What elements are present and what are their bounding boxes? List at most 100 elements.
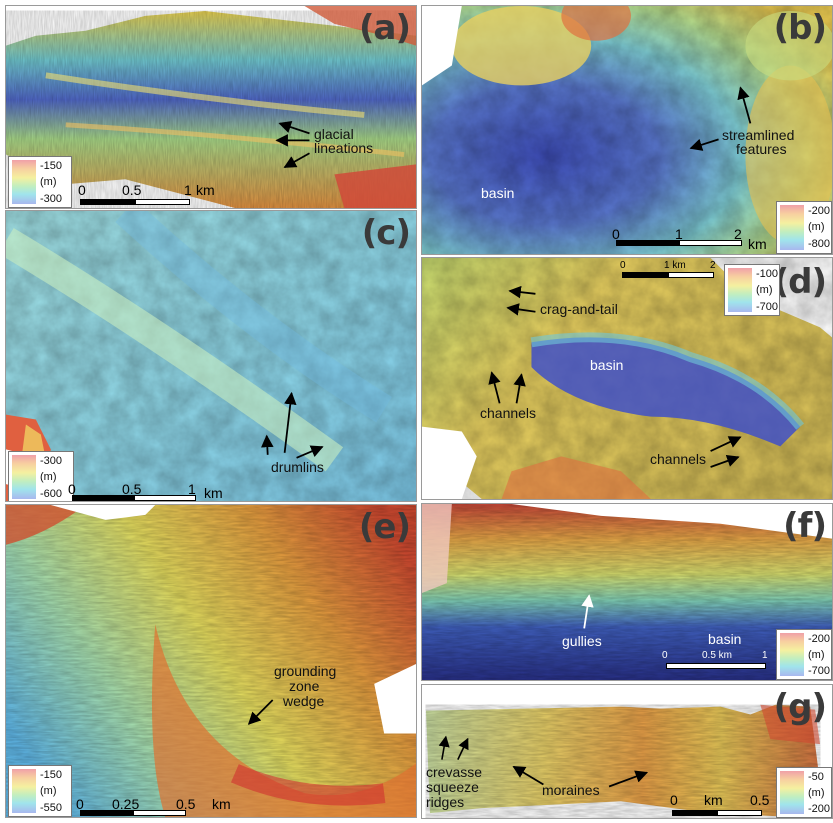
- legend-colorbar: [780, 633, 804, 676]
- bathymetry-map-e: [6, 505, 416, 817]
- scale-bar-e: 0 0.25 0.5 km: [76, 796, 256, 817]
- legend-top-value: -100: [756, 268, 779, 280]
- scale-tick: 0.5 km: [702, 650, 733, 661]
- annotation-features: features: [736, 141, 787, 157]
- scale-tick: 0: [78, 182, 86, 198]
- scale-tick: 0: [612, 226, 620, 242]
- scale-tick: 0.5: [176, 796, 196, 812]
- legend-top-value: -200: [808, 633, 831, 645]
- panel-label-d: (d): [773, 262, 827, 302]
- scale-tick: 0.25: [112, 796, 140, 812]
- annotation-wedge: wedge: [283, 693, 325, 709]
- annotation-ridges: ridges: [426, 794, 465, 810]
- annotation-channels-right: channels: [650, 451, 707, 467]
- bathymetry-map-f: [422, 504, 832, 680]
- scale-bar-b: 0 1 2 km: [612, 226, 782, 254]
- annotation-drumlins: drumlins: [271, 459, 324, 475]
- legend-e: -150 (m) -550: [8, 765, 72, 817]
- panel-g: (g) crevasse squeeze ridges moraines 0 k…: [421, 684, 833, 819]
- scale-bar: [80, 810, 186, 816]
- panel-f: (f) gullies basin 0 0.5 km 1 -200 (m) -7…: [421, 503, 833, 681]
- scale-tick: 1: [762, 650, 768, 661]
- scale-bar-d: 0 1 km 2: [618, 260, 728, 282]
- panel-label-a: (a): [358, 8, 411, 48]
- legend-bottom-value: -200: [808, 803, 831, 815]
- scale-tick: km: [704, 792, 723, 808]
- scale-bar-g: 0 km 0.5: [666, 792, 786, 818]
- scale-tick: 0: [670, 792, 678, 808]
- bathymetry-map-g: [425, 704, 821, 818]
- legend-top-value: -200: [808, 205, 831, 217]
- panel-label-c: (c): [361, 213, 411, 253]
- legend-colorbar: [12, 455, 36, 499]
- legend-unit: (m): [40, 176, 57, 188]
- scale-bar-f: 0 0.5 km 1: [662, 650, 774, 676]
- scale-tick: 0.5: [122, 182, 142, 198]
- legend-colorbar: [780, 205, 804, 250]
- annotation-basin: basin: [708, 631, 742, 647]
- scale-bar: [666, 663, 766, 669]
- scale-tick: 1: [188, 481, 196, 497]
- legend-bottom-value: -800: [808, 238, 831, 250]
- scale-tick: 0: [620, 260, 626, 271]
- scale-unit: km: [204, 485, 223, 501]
- scale-bar: [80, 199, 190, 205]
- scale-tick: 1 km: [664, 260, 686, 271]
- legend-bottom-value: -700: [756, 301, 779, 313]
- panel-label-b: (b): [773, 8, 827, 48]
- annotation-zone: zone: [289, 678, 320, 694]
- scale-bar: [616, 240, 742, 246]
- annotation-squeeze: squeeze: [426, 779, 479, 795]
- scale-tick: 0: [76, 796, 84, 812]
- annotation-gullies: gullies: [562, 633, 602, 649]
- panel-b: (b) streamlined features basin 0 1 2 km …: [421, 5, 833, 255]
- legend-c: -300 (m) -600: [8, 451, 74, 501]
- annotation-basin: basin: [481, 185, 515, 201]
- legend-unit: (m): [808, 221, 825, 233]
- scale-unit: km: [748, 236, 767, 252]
- annotation-lineations: lineations: [314, 140, 374, 156]
- legend-unit: (m): [40, 471, 57, 483]
- annotation-crevasse: crevasse: [426, 764, 483, 780]
- panel-label-g: (g): [773, 687, 827, 727]
- scale-unit: km: [212, 796, 231, 812]
- annotation-grounding: grounding: [274, 663, 337, 679]
- legend-colorbar: [728, 268, 752, 312]
- scale-bar-c: 0 0.5 1 km: [68, 481, 238, 501]
- legend-top-value: -300: [40, 455, 63, 467]
- scale-tick: 1: [184, 182, 192, 198]
- legend-d: -100 (m) -700: [724, 264, 780, 316]
- panel-a: (a) glacial lineations -150 (m) -300 0 0…: [5, 5, 417, 209]
- bathymetry-map-a: [6, 6, 416, 208]
- legend-bottom-value: -600: [40, 488, 63, 500]
- panel-label-f: (f): [783, 506, 827, 546]
- legend-top-value: -150: [40, 769, 63, 781]
- legend-colorbar: [12, 769, 36, 813]
- annotation-glacial: glacial: [314, 126, 354, 142]
- scale-bar: [622, 272, 714, 278]
- bathymetry-map-c: [6, 211, 416, 501]
- panel-label-e: (e): [358, 507, 411, 547]
- legend-colorbar: [12, 160, 36, 204]
- annotation-crag-and-tail: crag-and-tail: [540, 301, 618, 317]
- scale-tick: 1: [675, 226, 683, 242]
- scale-tick: 0.5: [750, 792, 770, 808]
- panel-e: (e) grounding zone wedge -150 (m) -550 0…: [5, 504, 417, 818]
- legend-bottom-value: -550: [40, 802, 63, 814]
- scale-tick: 0: [662, 650, 668, 661]
- legend-unit: (m): [808, 787, 825, 799]
- legend-colorbar: [780, 771, 804, 814]
- scale-bar: [672, 810, 762, 816]
- legend-b: -200 (m) -800: [776, 201, 832, 254]
- legend-f: -200 (m) -700: [776, 629, 832, 680]
- scale-unit: km: [196, 182, 215, 198]
- legend-bottom-value: -300: [40, 193, 63, 205]
- legend-bottom-value: -700: [808, 665, 831, 677]
- panel-d: (d) 0 1 km 2 -100 (m) -700 crag-and-tail…: [421, 257, 833, 500]
- legend-unit: (m): [756, 284, 773, 296]
- annotation-streamlined: streamlined: [722, 127, 795, 143]
- legend-top-value: -50: [808, 771, 824, 783]
- scale-tick: 0.5: [122, 481, 142, 497]
- scale-tick: 0: [68, 481, 76, 497]
- annotation-moraines: moraines: [542, 782, 600, 798]
